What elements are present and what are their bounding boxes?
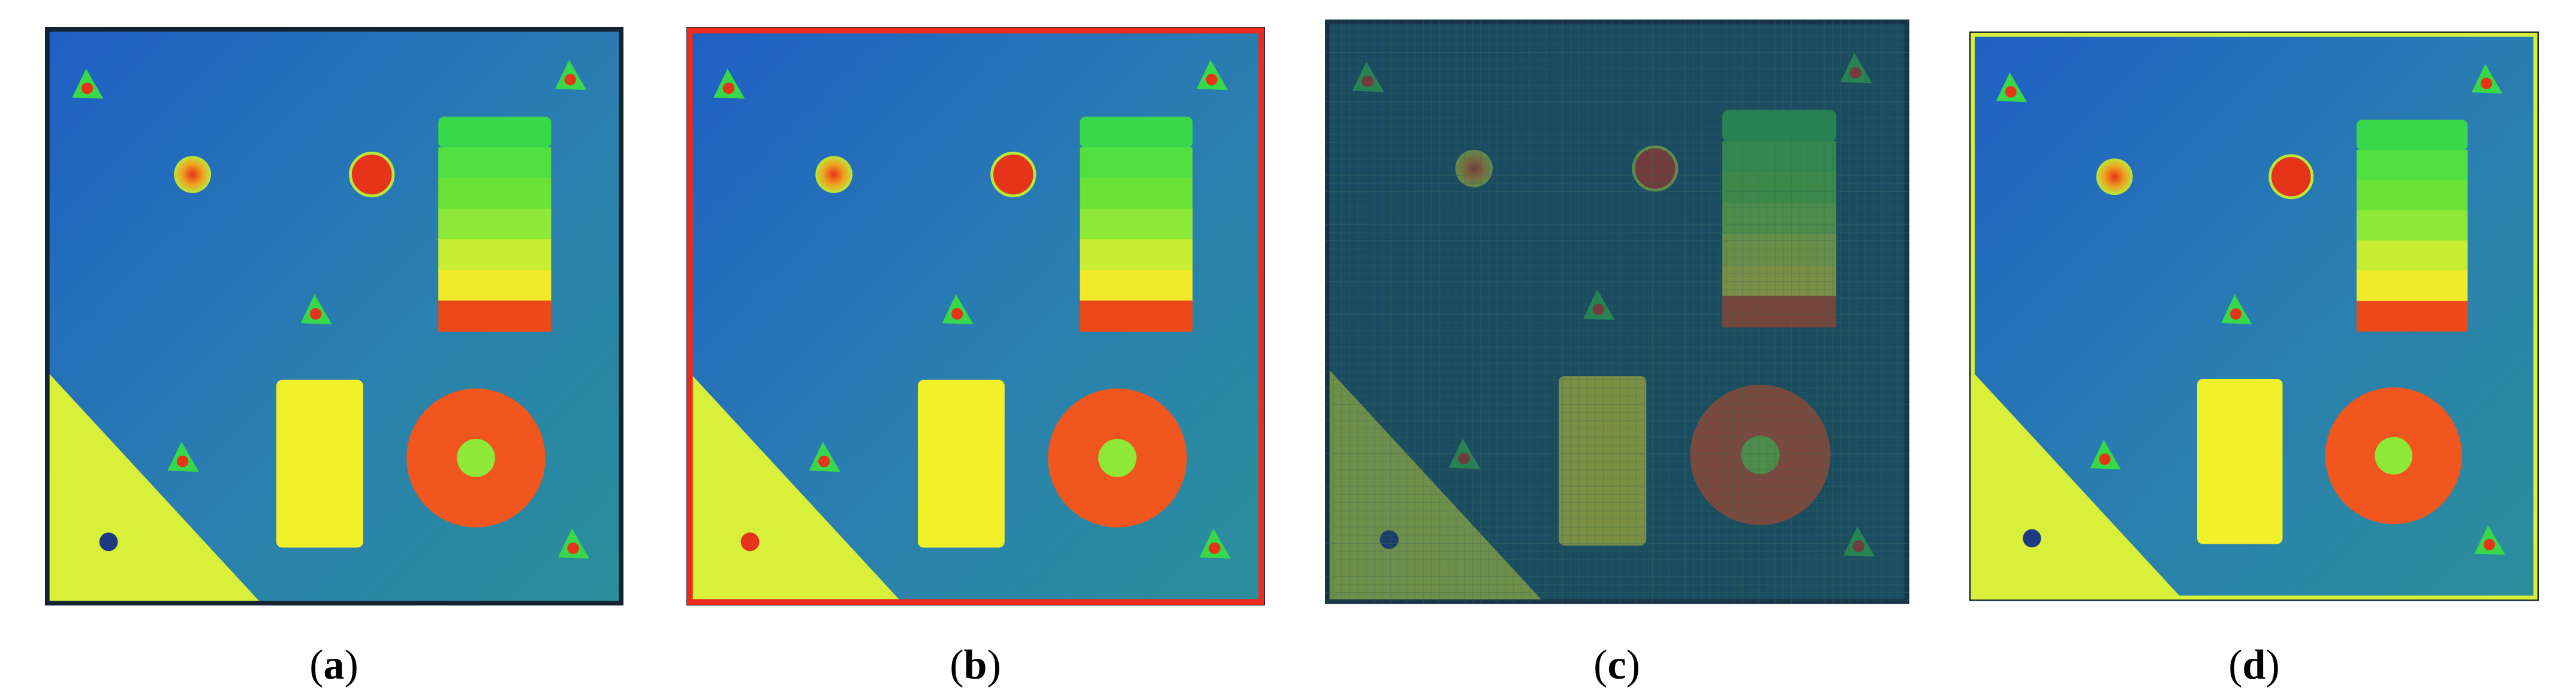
plate-scene [45, 27, 623, 605]
mesh-overlay [1325, 19, 1909, 604]
step-block [1080, 270, 1193, 302]
step-block [438, 147, 552, 179]
marker-center [2099, 453, 2111, 465]
marker-center [2481, 77, 2493, 89]
triangle-hole [2023, 529, 2041, 548]
ring-center [1098, 439, 1137, 477]
caption-a: (a) [309, 642, 358, 688]
plate-scene [686, 27, 1265, 605]
step-block [1080, 177, 1193, 209]
step-block [438, 239, 552, 271]
marker-center [2005, 86, 2017, 98]
marker-center [2230, 308, 2242, 320]
dot-left [174, 156, 211, 193]
dot-left [815, 156, 852, 193]
step-block [1080, 239, 1193, 271]
step-block [2357, 270, 2468, 302]
ring-center [457, 439, 495, 477]
step-block [2357, 300, 2468, 332]
triangle-hole-red [740, 532, 760, 552]
panel-d [1969, 27, 2539, 605]
step-block [438, 177, 552, 209]
step-block [2357, 180, 2468, 211]
panel-b [686, 27, 1265, 605]
marker-center [2483, 538, 2495, 550]
marker-center [81, 82, 94, 94]
step-block [2357, 210, 2468, 242]
caption-d: (d) [2228, 642, 2280, 688]
step-block [438, 209, 552, 240]
dot-right [990, 151, 1037, 198]
step-block [1080, 300, 1193, 332]
step-block [1080, 147, 1193, 179]
panel-a [45, 27, 623, 605]
border [1971, 32, 2538, 600]
caption-c: (c) [1593, 642, 1640, 688]
marker-center [1206, 74, 1218, 86]
dot-left [2096, 158, 2133, 195]
rectangle-part [2197, 379, 2283, 544]
plate-scene [1969, 31, 2539, 601]
marker-center [564, 74, 576, 86]
border [686, 27, 1265, 605]
step-block [2357, 150, 2468, 181]
caption-b: (b) [950, 642, 1001, 688]
triangle-hole [99, 532, 118, 552]
plate-scene [1325, 19, 1909, 604]
marker-center [818, 456, 830, 468]
step-block [2357, 240, 2468, 272]
step-block [438, 116, 552, 148]
heightmap-image-c [1325, 19, 1909, 604]
step-block [438, 270, 552, 302]
step-block [2357, 119, 2468, 151]
heightmap-image-d [1969, 31, 2539, 601]
ring-center [2375, 436, 2413, 475]
marker-center [1209, 542, 1221, 555]
step-block [1080, 209, 1193, 240]
heightmap-image-a [45, 27, 623, 605]
marker-center [722, 82, 735, 94]
rectangle-part [918, 379, 1005, 548]
dot-right [349, 151, 395, 198]
marker-center [309, 308, 322, 320]
marker-center [951, 308, 963, 320]
rectangle-part [276, 379, 363, 548]
heightmap-image-b [686, 27, 1265, 605]
marker-center [567, 542, 579, 555]
step-block [1080, 116, 1193, 148]
step-block [438, 300, 552, 332]
dot-right [2268, 154, 2314, 200]
marker-center [177, 456, 189, 468]
panel-c [1325, 18, 1909, 605]
